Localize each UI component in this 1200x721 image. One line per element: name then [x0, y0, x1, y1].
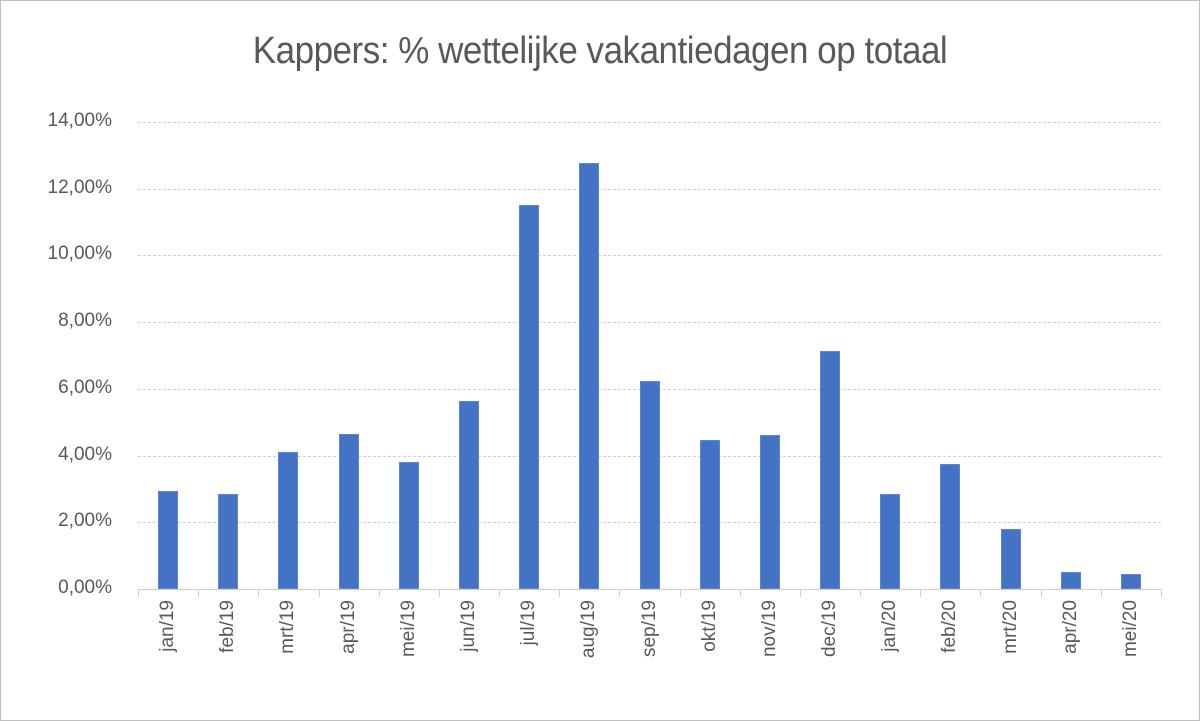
x-tick-label: aug/19	[578, 600, 600, 659]
y-tick-label: 0,00%	[58, 577, 112, 598]
x-tick-label: feb/20	[939, 600, 961, 653]
y-tick-label: 4,00%	[58, 443, 112, 465]
bar-mrt-20	[1000, 528, 1021, 589]
x-tick	[1161, 589, 1162, 597]
bar-jan-19	[158, 490, 179, 589]
x-tick-label: jan/19	[157, 600, 179, 652]
x-tick	[499, 589, 501, 597]
y-tick-label: 14,00%	[47, 110, 112, 131]
x-tick-label: mei/20	[1119, 600, 1141, 658]
gridline	[138, 255, 1161, 257]
y-tick-label: 6,00%	[58, 376, 112, 398]
x-axis-line	[138, 589, 1161, 590]
x-tick	[860, 589, 862, 597]
bar-mrt-19	[278, 451, 299, 589]
x-tick	[198, 589, 200, 597]
x-tick-label: jun/19	[457, 600, 479, 652]
x-tick	[619, 589, 621, 597]
bar-mei-20	[1120, 574, 1141, 589]
x-tick-label: jan/20	[879, 600, 901, 652]
x-tick-label: nov/19	[758, 600, 780, 658]
bar-jul-19	[519, 205, 540, 589]
x-tick-label: dec/19	[819, 600, 841, 658]
x-tick	[378, 589, 380, 597]
bar-dec-19	[820, 350, 841, 589]
x-tick-label: mei/19	[397, 600, 419, 658]
x-tick	[739, 589, 741, 597]
x-tick	[138, 589, 139, 597]
x-tick-label: apr/19	[337, 600, 359, 654]
y-tick-label: 8,00%	[58, 310, 112, 332]
bar-nov-19	[759, 435, 780, 589]
x-tick	[559, 589, 561, 597]
x-tick	[318, 589, 320, 597]
bar-apr-20	[1060, 571, 1081, 589]
bar-sep-19	[639, 380, 660, 589]
gridline	[138, 122, 1161, 123]
gridline	[138, 322, 1161, 324]
x-tick	[980, 589, 982, 597]
bar-apr-19	[338, 433, 359, 589]
bar-okt-19	[699, 440, 720, 589]
x-tick	[1040, 589, 1042, 597]
gridline	[138, 188, 1161, 190]
x-tick-label: okt/19	[698, 600, 720, 652]
y-tick-label: 10,00%	[47, 243, 112, 265]
bar-feb-20	[940, 463, 961, 589]
bar-aug-19	[579, 163, 600, 589]
plot-area	[138, 122, 1161, 589]
bar-jan-20	[880, 493, 901, 589]
y-tick-label: 12,00%	[47, 176, 112, 198]
x-tick-label: apr/20	[1059, 600, 1081, 654]
y-tick-label: 2,00%	[58, 510, 112, 532]
x-tick-label: mrt/19	[277, 600, 299, 654]
x-tick	[679, 589, 681, 597]
x-tick-label: jul/19	[518, 600, 540, 646]
bar-feb-19	[218, 493, 239, 589]
bar-mei-19	[398, 461, 419, 589]
x-tick	[438, 589, 440, 597]
x-tick-label: sep/19	[638, 600, 660, 658]
x-tick	[920, 589, 922, 597]
x-tick-label: feb/19	[217, 600, 239, 653]
x-tick	[799, 589, 801, 597]
x-tick	[258, 589, 260, 597]
chart-title: Kappers: % wettelijke vakantiedagen op t…	[252, 30, 948, 72]
bar-jun-19	[458, 401, 479, 589]
x-tick-label: mrt/20	[999, 600, 1021, 654]
x-tick	[1100, 589, 1102, 597]
